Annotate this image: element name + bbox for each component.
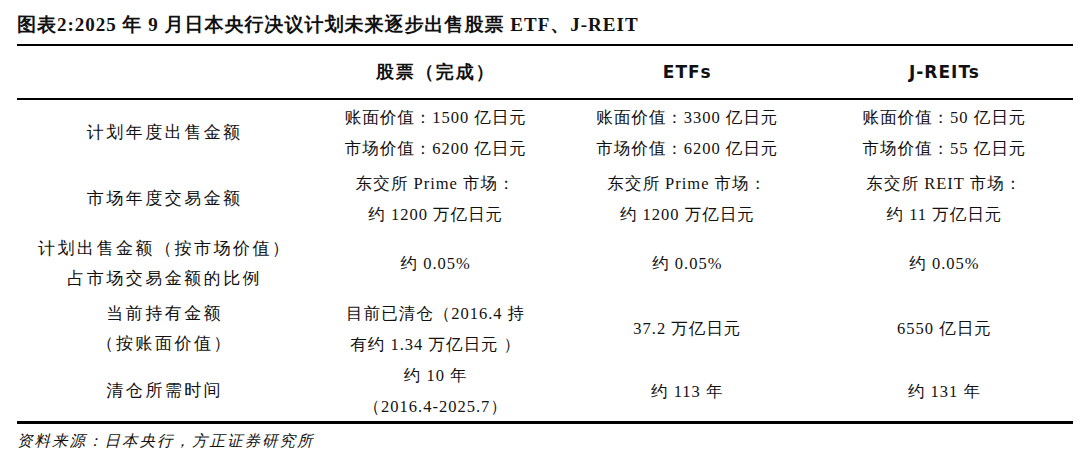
cell-line: （2016.4-2025.7） <box>364 391 508 422</box>
cell-etfs: 37.2 万亿日元 <box>559 296 816 361</box>
cell-line: 账面价值：1500 亿日元 <box>345 102 527 133</box>
cell-line: 东交所 Prime 市场： <box>607 168 767 199</box>
cell-stocks: 账面价值：1500 亿日元 市场价值：6200 亿日元 <box>313 100 559 166</box>
header-cell-etfs: ETFs <box>559 46 816 98</box>
cell-line: 约 113 年 <box>651 376 723 407</box>
cell-jreits: 6550 亿日元 <box>816 296 1073 361</box>
row-label-line: 清仓所需时间 <box>106 376 223 406</box>
cell-jreits: 账面价值：50 亿日元 市场价值：55 亿日元 <box>816 100 1073 166</box>
table-row-time-to-liquidate: 清仓所需时间 约 10 年 （2016.4-2025.7） 约 113 年 约 … <box>17 361 1073 421</box>
cell-line: 市场价值：6200 亿日元 <box>345 133 527 164</box>
cell-etfs: 约 113 年 <box>559 361 816 421</box>
row-label-line: 计划年度出售金额 <box>87 118 243 148</box>
row-label-line: 占市场交易金额的比例 <box>67 264 262 294</box>
cell-line: 6550 亿日元 <box>897 313 992 344</box>
data-table: 股票（完成） ETFs J-REITs 计划年度出售金额 账面价值：1500 亿… <box>17 44 1073 424</box>
header-cell-stocks: 股票（完成） <box>313 46 559 98</box>
table-row-sale-ratio: 计划出售金额（按市场价值） 占市场交易金额的比例 约 0.05% 约 0.05%… <box>17 231 1073 296</box>
report-figure: 图表2:2025 年 9 月日本央行决议计划未来逐步出售股票 ETF、J-REI… <box>17 0 1073 452</box>
cell-line: 东交所 Prime 市场： <box>356 168 516 199</box>
row-label: 当前持有金额 （按账面价值） <box>17 296 313 361</box>
cell-line: 约 1200 万亿日元 <box>368 199 503 230</box>
table-header-row: 股票（完成） ETFs J-REITs <box>17 46 1073 100</box>
cell-stocks: 约 0.05% <box>313 231 559 296</box>
cell-line: 约 131 年 <box>908 376 981 407</box>
cell-stocks: 东交所 Prime 市场： 约 1200 万亿日元 <box>313 166 559 231</box>
row-label: 市场年度交易金额 <box>17 166 313 231</box>
row-label: 清仓所需时间 <box>17 361 313 421</box>
cell-line: 市场价值：55 亿日元 <box>863 133 1027 164</box>
cell-jreits: 约 131 年 <box>816 361 1073 421</box>
row-label-line: 当前持有金额 <box>106 299 223 329</box>
cell-line: 有约 1.34 万亿日元 ） <box>350 329 521 360</box>
source-note: 资料来源：日本央行，方正证券研究所 <box>17 424 1073 452</box>
cell-line: 市场价值：6200 亿日元 <box>596 133 778 164</box>
cell-line: 约 0.05% <box>401 248 471 279</box>
header-cell-jreits: J-REITs <box>816 46 1073 98</box>
cell-line: 约 10 年 <box>404 360 468 391</box>
row-label-line: （按账面价值） <box>97 329 234 359</box>
cell-line: 37.2 万亿日元 <box>633 313 741 344</box>
table-row-market-annual-trading: 市场年度交易金额 东交所 Prime 市场： 约 1200 万亿日元 东交所 P… <box>17 166 1073 231</box>
row-label: 计划出售金额（按市场价值） 占市场交易金额的比例 <box>17 231 313 296</box>
row-label-line: 市场年度交易金额 <box>87 184 243 214</box>
row-label: 计划年度出售金额 <box>17 100 313 166</box>
cell-etfs: 约 0.05% <box>559 231 816 296</box>
cell-line: 约 1200 万亿日元 <box>620 199 755 230</box>
cell-line: 账面价值：50 亿日元 <box>863 102 1027 133</box>
table-row-current-holdings: 当前持有金额 （按账面价值） 目前已清仓（2016.4 持 有约 1.34 万亿… <box>17 296 1073 361</box>
cell-etfs: 账面价值：3300 亿日元 市场价值：6200 亿日元 <box>559 100 816 166</box>
cell-line: 目前已清仓（2016.4 持 <box>346 298 525 329</box>
table-row-planned-annual-sale: 计划年度出售金额 账面价值：1500 亿日元 市场价值：6200 亿日元 账面价… <box>17 100 1073 166</box>
cell-line: 东交所 REIT 市场： <box>867 168 1023 199</box>
cell-line: 约 0.05% <box>909 248 979 279</box>
cell-line: 约 11 万亿日元 <box>887 199 1003 230</box>
cell-stocks: 目前已清仓（2016.4 持 有约 1.34 万亿日元 ） <box>313 296 559 361</box>
cell-jreits: 东交所 REIT 市场： 约 11 万亿日元 <box>816 166 1073 231</box>
cell-stocks: 约 10 年 （2016.4-2025.7） <box>313 361 559 421</box>
cell-line: 账面价值：3300 亿日元 <box>596 102 778 133</box>
row-label-line: 计划出售金额（按市场价值） <box>38 234 292 264</box>
cell-etfs: 东交所 Prime 市场： 约 1200 万亿日元 <box>559 166 816 231</box>
cell-line: 约 0.05% <box>652 248 722 279</box>
cell-jreits: 约 0.05% <box>816 231 1073 296</box>
header-cell-blank <box>17 46 313 98</box>
figure-title: 图表2:2025 年 9 月日本央行决议计划未来逐步出售股票 ETF、J-REI… <box>17 0 1073 44</box>
